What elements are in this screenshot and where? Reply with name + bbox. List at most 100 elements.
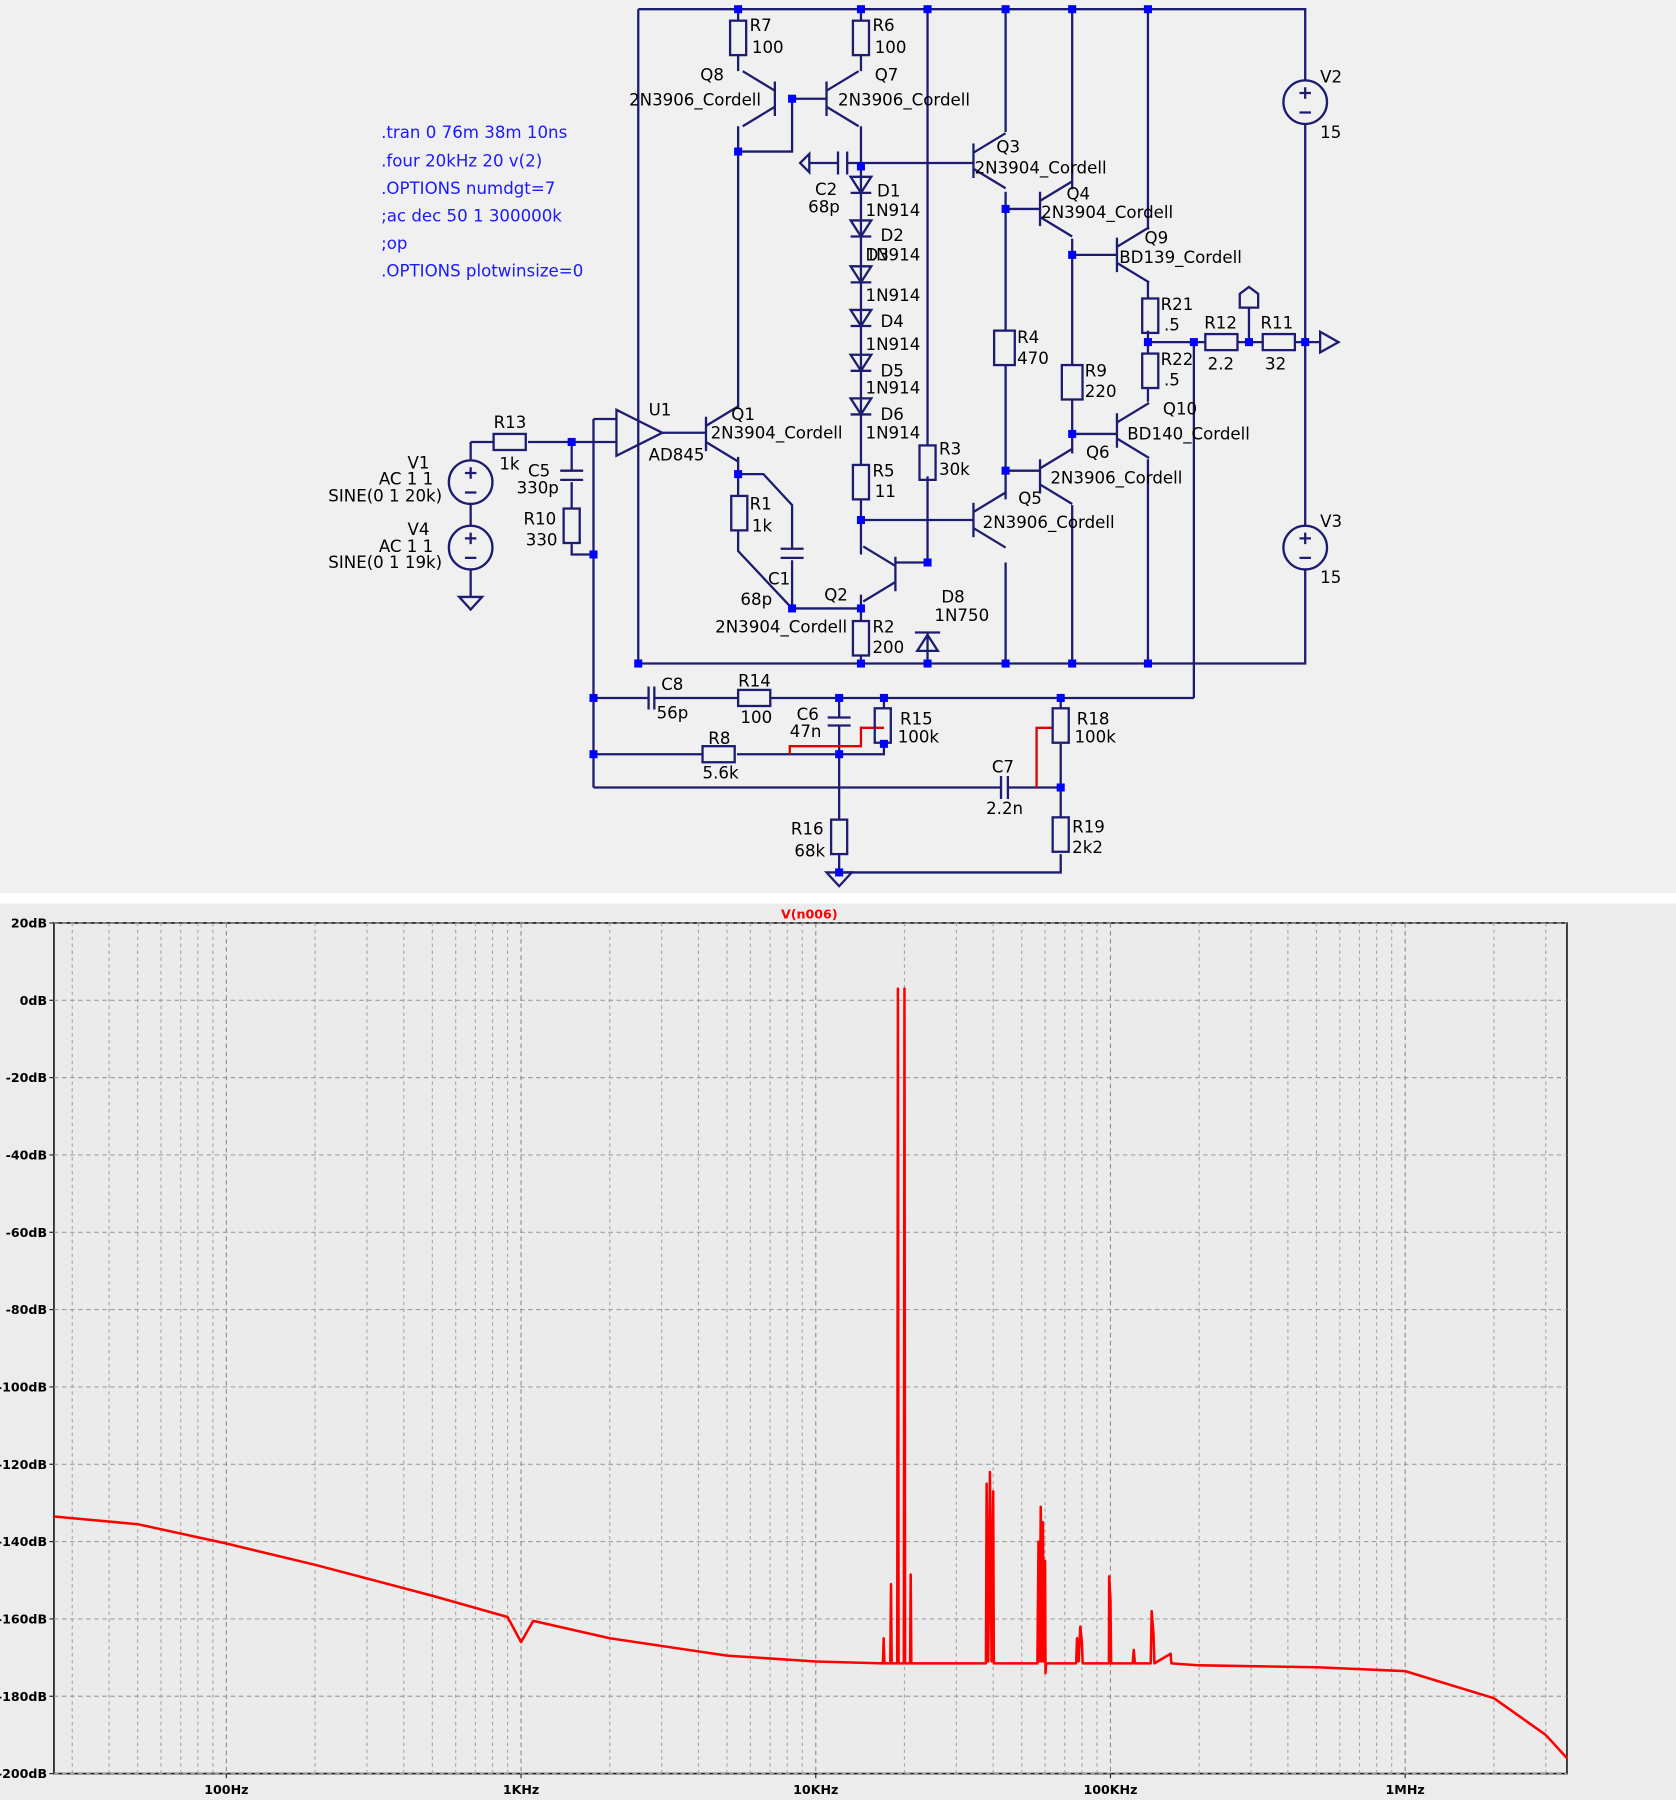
junction xyxy=(1068,250,1077,259)
transistor xyxy=(704,405,739,463)
component-label: C6 xyxy=(797,705,819,724)
component-label: R19 xyxy=(1072,817,1105,836)
diode xyxy=(848,175,874,195)
y-tick-label: 20dB xyxy=(11,916,47,931)
component-label: 1k xyxy=(752,517,773,536)
component-label: R11 xyxy=(1260,313,1293,332)
y-tick-label: -60dB xyxy=(6,1225,47,1240)
component-label: SINE(0 1 20k) xyxy=(328,487,442,506)
component-label: Q4 xyxy=(1066,185,1090,204)
component-label: D1 xyxy=(877,181,900,200)
component-label: 100k xyxy=(1074,728,1116,747)
junction xyxy=(923,659,932,668)
junction xyxy=(1056,783,1065,792)
y-tick-label: -120dB xyxy=(0,1457,47,1472)
junction xyxy=(1244,338,1253,347)
resistor xyxy=(918,444,937,482)
component-label: 220 xyxy=(1085,382,1117,401)
diode xyxy=(848,219,874,239)
junction xyxy=(1001,466,1010,475)
component-label: R14 xyxy=(738,671,771,690)
junction xyxy=(856,162,865,171)
component-label: R13 xyxy=(494,413,527,432)
component-label: U1 xyxy=(649,401,672,420)
x-tick-label: 1KHz xyxy=(503,1782,539,1797)
y-tick-label: -180dB xyxy=(0,1689,47,1704)
transistor xyxy=(862,545,897,603)
junction xyxy=(1143,5,1152,14)
junction xyxy=(835,750,844,759)
resistor xyxy=(1060,363,1084,401)
component-label: 30k xyxy=(939,460,970,479)
component-label: 1N914 xyxy=(866,201,921,220)
resistor xyxy=(1051,816,1070,853)
component-label: 68k xyxy=(794,841,825,860)
component-label: R16 xyxy=(791,820,824,839)
resistor xyxy=(992,329,1016,367)
component-label: 2N3904_Cordell xyxy=(1041,203,1173,223)
components: .tran 0 76m 38m 10ns .four 20kHz 20 v(2).… xyxy=(328,5,1342,877)
junction xyxy=(634,659,643,668)
junction xyxy=(734,470,743,479)
diode xyxy=(848,353,874,373)
component-label: R2 xyxy=(872,618,894,637)
junction xyxy=(589,750,598,759)
component-label: 330 xyxy=(526,530,558,549)
transistor xyxy=(1115,401,1150,460)
y-tick-label: -40dB xyxy=(6,1148,47,1163)
junction xyxy=(856,604,865,613)
component-label: V1 xyxy=(408,453,430,472)
y-tick-label: -20dB xyxy=(6,1070,47,1085)
resistor xyxy=(701,745,736,764)
x-tick-label: 1MHz xyxy=(1386,1782,1425,1797)
source xyxy=(1282,524,1329,571)
component-label: 68p xyxy=(740,590,772,609)
component-label: 1N750 xyxy=(934,606,989,625)
component-label: Q6 xyxy=(1086,443,1110,462)
component-label: Q9 xyxy=(1145,228,1169,247)
component-label: 68p xyxy=(808,197,840,216)
component-label: 100 xyxy=(875,38,907,57)
resistor xyxy=(1204,332,1239,352)
y-tick-label: -100dB xyxy=(0,1380,47,1395)
component-label: AC 1 1 xyxy=(379,537,433,556)
component-label: D3 xyxy=(866,246,889,265)
x-tick-label: 100KHz xyxy=(1083,1782,1137,1797)
junction xyxy=(856,5,865,14)
component-label: 1N914 xyxy=(866,379,921,398)
junction xyxy=(1001,204,1010,213)
component-label: 5.6k xyxy=(703,763,739,782)
component-label: BD140_Cordell xyxy=(1127,425,1250,445)
resistor xyxy=(736,688,772,708)
component-label: D5 xyxy=(880,362,903,381)
component-label: Q1 xyxy=(731,405,755,424)
component-label: 2N3906_Cordell xyxy=(983,513,1115,533)
component-label: 200 xyxy=(872,638,904,657)
red-wire xyxy=(1035,726,1053,788)
component-label: D2 xyxy=(880,226,903,245)
opamp xyxy=(615,407,665,458)
component-label: 1N914 xyxy=(866,424,921,443)
directive: ;ac dec 50 1 300000k xyxy=(381,207,562,226)
source xyxy=(447,459,494,506)
transistor xyxy=(1038,447,1073,505)
junction xyxy=(1001,659,1010,668)
component-label: 470 xyxy=(1017,349,1049,368)
source-sign xyxy=(1299,87,1311,114)
resistor xyxy=(851,19,871,57)
y-tick-label: -160dB xyxy=(0,1612,47,1627)
component-label: Q5 xyxy=(1018,489,1042,508)
transistor xyxy=(1115,226,1150,284)
component-label: R1 xyxy=(750,495,772,514)
component-label: R12 xyxy=(1204,313,1237,332)
capacitors xyxy=(560,151,1010,799)
resistor xyxy=(829,818,849,856)
component-label: R21 xyxy=(1161,295,1194,314)
y-tick-label: -80dB xyxy=(6,1302,47,1317)
source xyxy=(447,524,494,571)
junction xyxy=(734,147,743,156)
directive: ;op xyxy=(381,234,407,253)
component-label: D6 xyxy=(880,405,903,424)
component-label: 2.2 xyxy=(1208,355,1234,374)
